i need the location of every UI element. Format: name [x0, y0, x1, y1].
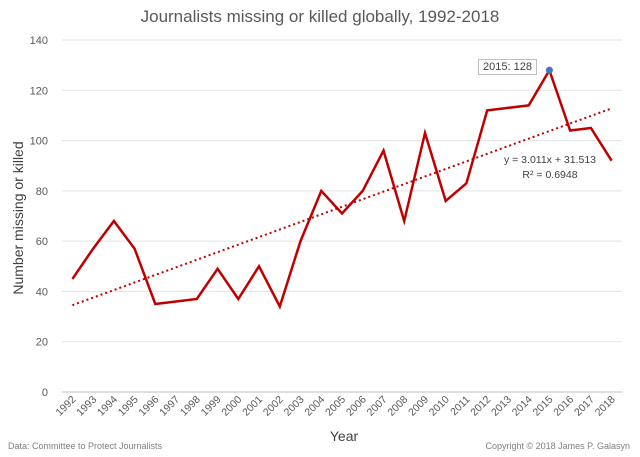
x-tick-label: 2005 [323, 394, 348, 419]
trendline-r-squared: R² = 0.6948 [522, 169, 578, 181]
x-tick-label: 2014 [510, 394, 535, 419]
y-tick-labels: 0 20 40 60 80 100 120 140 [30, 35, 48, 399]
highlight-callout: 2015: 128 [478, 59, 537, 75]
x-tick-label: 2012 [468, 394, 493, 419]
y-tick-label: 140 [30, 35, 48, 47]
x-tick-label: 1997 [157, 394, 182, 419]
x-tick-label: 2001 [240, 394, 265, 419]
series-line [71, 67, 613, 310]
x-tick-label: 1998 [178, 394, 203, 419]
x-tick-label: 1994 [95, 394, 120, 419]
y-tick-label: 40 [36, 286, 48, 298]
x-tick-label: 1996 [136, 394, 161, 419]
x-tick-label: 2007 [365, 394, 390, 419]
y-tick-label: 60 [36, 236, 48, 248]
data-source: Data: Committee to Protect Journalists [8, 441, 163, 451]
gridlines [62, 39, 622, 393]
y-tick-label: 120 [30, 85, 48, 97]
x-tick-label: 2008 [385, 394, 410, 419]
x-tick-label: 2003 [282, 394, 307, 419]
x-tick-label: 2011 [448, 394, 473, 419]
x-axis-label: Year [329, 428, 359, 444]
x-tick-label: 2018 [593, 394, 618, 419]
x-tick-label: 1999 [199, 394, 224, 419]
x-tick-label: 2006 [344, 394, 369, 419]
trendline [72, 107, 612, 307]
y-tick-label: 100 [30, 136, 48, 148]
trendline-equation: y = 3.011x + 31.513 [503, 154, 597, 166]
x-tick-label: 2017 [572, 394, 597, 419]
x-tick-label: 2002 [261, 394, 286, 419]
y-tick-label: 20 [36, 337, 48, 349]
x-tick-label: 1995 [116, 394, 141, 419]
x-tick-label: 2013 [489, 394, 514, 419]
x-tick-label: 2015 [531, 394, 556, 419]
x-tick-label: 2009 [406, 394, 431, 419]
x-tick-label: 2010 [427, 394, 452, 419]
trendline-equation-box: y = 3.011x + 31.513 R² = 0.6948 [490, 153, 610, 183]
x-tick-label: 2016 [551, 394, 576, 419]
y-tick-label: 0 [42, 387, 48, 399]
x-tick-label: 1993 [74, 394, 99, 419]
highlight-point[interactable] [545, 66, 553, 74]
chart-title: Journalists missing or killed globally, … [140, 7, 500, 26]
y-tick-label: 80 [36, 186, 48, 198]
x-tick-labels: 1992199319941995199619971998199920002001… [53, 394, 617, 419]
x-tick-label: 1992 [53, 394, 78, 419]
x-tick-label: 2004 [302, 394, 327, 419]
x-tick-label: 2000 [219, 394, 244, 419]
copyright-note: Copyright © 2018 James P. Galasyn [485, 441, 630, 451]
